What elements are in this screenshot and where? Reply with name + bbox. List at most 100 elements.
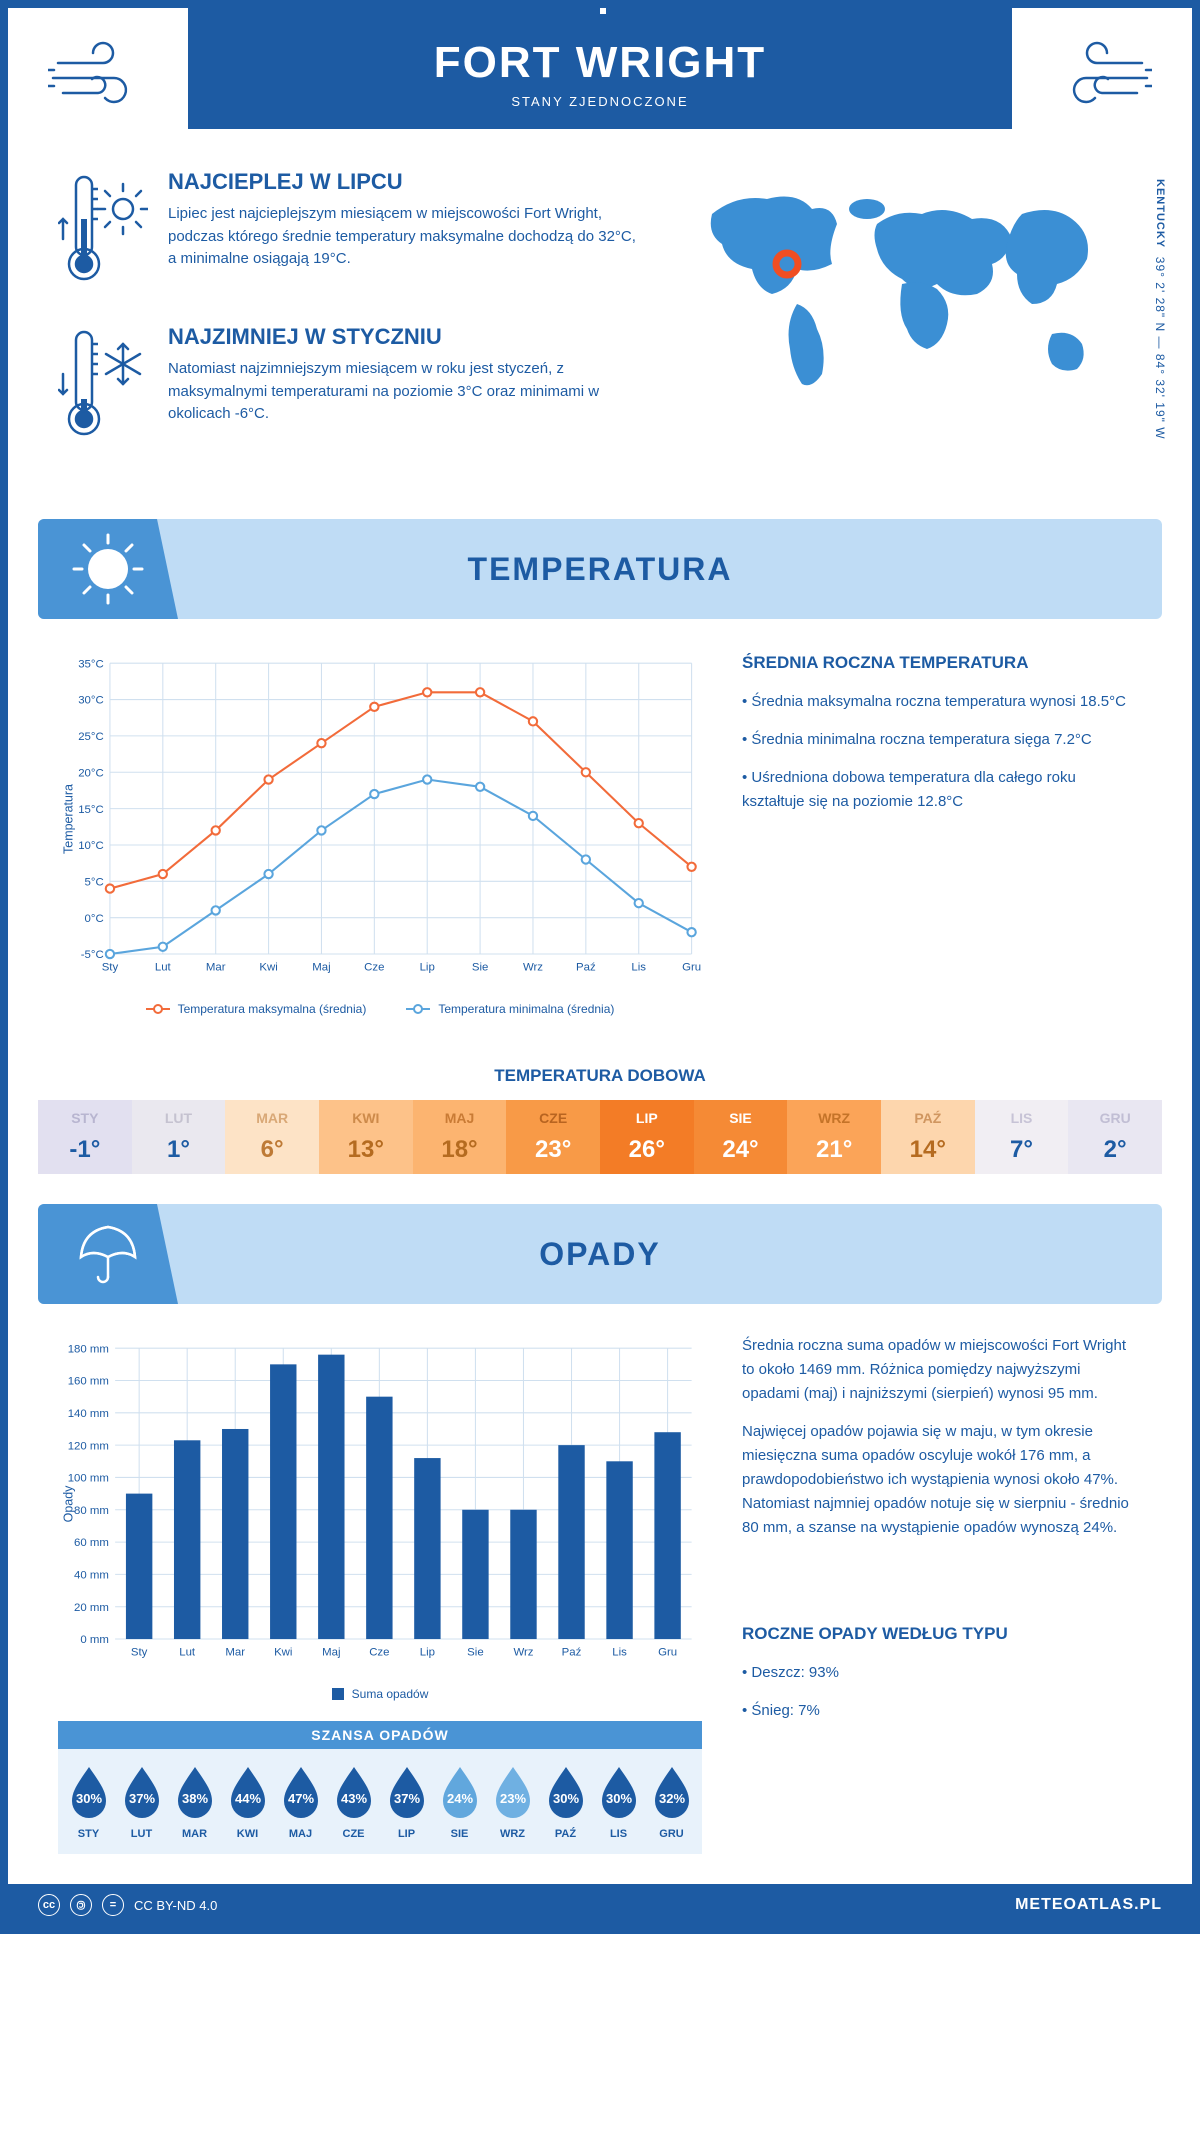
svg-text:0°C: 0°C <box>85 913 104 925</box>
svg-text:20°C: 20°C <box>78 767 104 779</box>
svg-text:Lis: Lis <box>612 1647 627 1659</box>
rain-chance-drop: 37% LIP <box>382 1763 431 1840</box>
svg-text:40 mm: 40 mm <box>74 1570 109 1582</box>
svg-text:35°C: 35°C <box>78 658 104 670</box>
rain-chance-drop: 30% STY <box>64 1763 113 1840</box>
svg-text:32%: 32% <box>658 1791 684 1806</box>
rain-chance-drop: 38% MAR <box>170 1763 219 1840</box>
rain-chance-drop: 24% SIE <box>435 1763 484 1840</box>
daily-cell: STY -1° <box>38 1100 132 1174</box>
svg-text:Cze: Cze <box>369 1647 389 1659</box>
svg-text:Opady: Opady <box>62 1485 76 1522</box>
coordinates: KENTUCKY 39° 2' 28" N — 84° 32' 19" W <box>1153 179 1167 440</box>
svg-text:Lip: Lip <box>420 962 435 974</box>
temperature-section-header: TEMPERATURA <box>38 519 1162 619</box>
svg-text:100 mm: 100 mm <box>68 1473 109 1485</box>
svg-text:37%: 37% <box>393 1791 419 1806</box>
svg-text:25°C: 25°C <box>78 731 104 743</box>
svg-text:Lip: Lip <box>420 1647 435 1659</box>
rain-chance-drop: 43% CZE <box>329 1763 378 1840</box>
svg-text:30%: 30% <box>75 1791 101 1806</box>
svg-text:Wrz: Wrz <box>523 962 543 974</box>
svg-text:Maj: Maj <box>312 962 330 974</box>
svg-text:Lut: Lut <box>179 1647 196 1659</box>
svg-text:24%: 24% <box>446 1791 472 1806</box>
license-text: CC BY-ND 4.0 <box>134 1898 217 1913</box>
by-icon: 🄯 <box>70 1894 92 1916</box>
precip-type: • Deszcz: 93% <box>742 1661 1142 1685</box>
svg-text:Sty: Sty <box>131 1647 148 1659</box>
svg-text:Maj: Maj <box>322 1647 340 1659</box>
svg-text:160 mm: 160 mm <box>68 1376 109 1388</box>
svg-text:60 mm: 60 mm <box>74 1537 109 1549</box>
svg-text:37%: 37% <box>128 1791 154 1806</box>
rain-chance-drop: 30% PAŹ <box>541 1763 590 1840</box>
svg-text:120 mm: 120 mm <box>68 1440 109 1452</box>
daily-cell: GRU 2° <box>1068 1100 1162 1174</box>
svg-text:15°C: 15°C <box>78 804 104 816</box>
svg-text:30°C: 30°C <box>78 695 104 707</box>
thermometer-hot-icon <box>58 169 148 294</box>
temp-bullet: • Uśredniona dobowa temperatura dla całe… <box>742 766 1142 814</box>
svg-text:20 mm: 20 mm <box>74 1602 109 1614</box>
svg-text:Kwi: Kwi <box>259 962 277 974</box>
nd-icon: = <box>102 1894 124 1916</box>
svg-text:Paź: Paź <box>576 962 596 974</box>
rain-chance-drop: 37% LUT <box>117 1763 166 1840</box>
svg-text:Lis: Lis <box>631 962 646 974</box>
daily-cell: SIE 24° <box>694 1100 788 1174</box>
rain-chance-drop: 32% GRU <box>647 1763 696 1840</box>
daily-cell: LIS 7° <box>975 1100 1069 1174</box>
warmest-title: NAJCIEPLEJ W LIPCU <box>168 169 642 195</box>
daily-temp-table: STY -1° LUT 1° MAR 6° KWI 13° MAJ 18° CZ… <box>38 1100 1162 1174</box>
svg-text:Sie: Sie <box>472 962 489 974</box>
rain-chance-drop: 30% LIS <box>594 1763 643 1840</box>
daily-cell: WRZ 21° <box>787 1100 881 1174</box>
coldest-title: NAJZIMNIEJ W STYCZNIU <box>168 324 642 350</box>
coldest-text: Natomiast najzimniejszym miesiącem w rok… <box>168 358 642 426</box>
svg-text:23%: 23% <box>499 1791 525 1806</box>
daily-cell: KWI 13° <box>319 1100 413 1174</box>
daily-cell: PAŹ 14° <box>881 1100 975 1174</box>
cc-icon: cc <box>38 1894 60 1916</box>
page-subtitle: STANY ZJEDNOCZONE <box>208 94 992 109</box>
daily-cell: MAJ 18° <box>413 1100 507 1174</box>
svg-text:38%: 38% <box>181 1791 207 1806</box>
chances-title: SZANSA OPADÓW <box>58 1721 702 1749</box>
svg-text:47%: 47% <box>287 1791 313 1806</box>
daily-cell: CZE 23° <box>506 1100 600 1174</box>
svg-text:Paź: Paź <box>562 1647 582 1659</box>
svg-text:Sie: Sie <box>467 1647 484 1659</box>
svg-text:43%: 43% <box>340 1791 366 1806</box>
precipitation-bar-chart: 0 mm20 mm40 mm60 mm80 mm100 mm120 mm140 … <box>58 1334 702 1674</box>
svg-text:5°C: 5°C <box>85 876 104 888</box>
rain-chance-drop: 44% KWI <box>223 1763 272 1840</box>
rain-chance-drop: 23% WRZ <box>488 1763 537 1840</box>
svg-text:30%: 30% <box>605 1791 631 1806</box>
umbrella-icon <box>38 1204 178 1304</box>
daily-cell: LIP 26° <box>600 1100 694 1174</box>
svg-text:44%: 44% <box>234 1791 260 1806</box>
temp-summary-title: ŚREDNIA ROCZNA TEMPERATURA <box>742 649 1142 676</box>
daily-cell: MAR 6° <box>225 1100 319 1174</box>
svg-text:Wrz: Wrz <box>513 1647 533 1659</box>
footer: cc 🄯 = CC BY-ND 4.0 METEOATLAS.PL <box>8 1884 1192 1926</box>
daily-cell: LUT 1° <box>132 1100 226 1174</box>
world-map-icon <box>682 169 1142 409</box>
svg-text:Sty: Sty <box>102 962 119 974</box>
svg-text:180 mm: 180 mm <box>68 1343 109 1355</box>
svg-text:80 mm: 80 mm <box>74 1505 109 1517</box>
temp-bullet: • Średnia maksymalna roczna temperatura … <box>742 690 1142 714</box>
svg-text:Gru: Gru <box>682 962 701 974</box>
precipitation-section-header: OPADY <box>38 1204 1162 1304</box>
svg-text:Gru: Gru <box>658 1647 677 1659</box>
svg-text:0 mm: 0 mm <box>80 1634 109 1646</box>
warmest-block: NAJCIEPLEJ W LIPCU Lipiec jest najcieple… <box>58 169 642 294</box>
precip-para: Najwięcej opadów pojawia się w maju, w t… <box>742 1420 1142 1540</box>
temperature-line-chart: -5°C0°C5°C10°C15°C20°C25°C30°C35°CStyLut… <box>58 649 702 989</box>
wind-swirl-icon <box>1042 38 1152 118</box>
chart-legend: .legend-swatch[style*='f26b3a']::after{b… <box>58 1002 702 1016</box>
daily-temp-title: TEMPERATURA DOBOWA <box>8 1066 1192 1086</box>
svg-text:Lut: Lut <box>155 962 172 974</box>
temp-bullet: • Średnia minimalna roczna temperatura s… <box>742 728 1142 752</box>
